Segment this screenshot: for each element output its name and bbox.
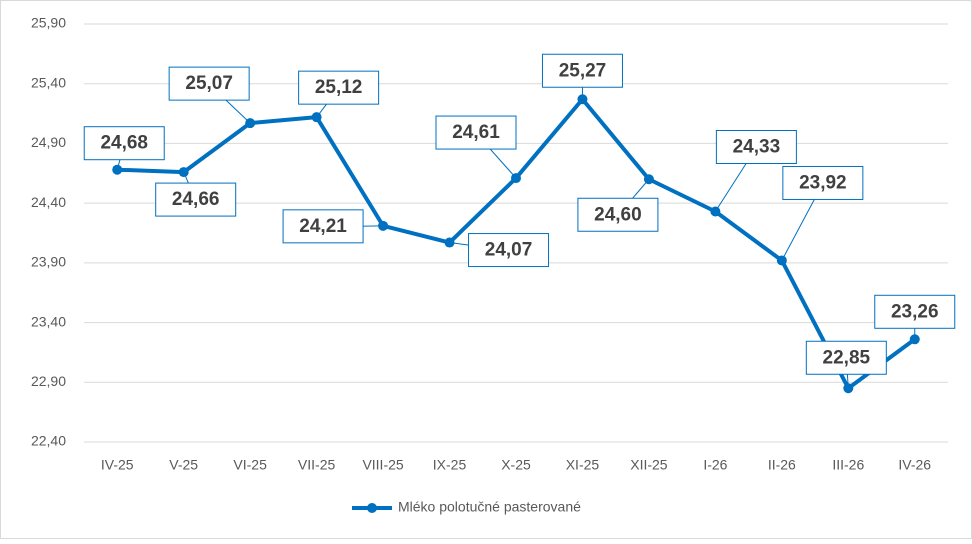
data-label: 25,07 bbox=[185, 73, 233, 94]
data-label: 25,12 bbox=[315, 77, 363, 98]
y-tick-label: 24,40 bbox=[31, 194, 66, 210]
data-label: 24,60 bbox=[594, 204, 642, 225]
x-tick-label: II-26 bbox=[768, 457, 796, 473]
y-tick-label: 25,40 bbox=[31, 74, 66, 90]
label-box bbox=[541, 53, 623, 88]
y-tick-label: 22,40 bbox=[31, 433, 66, 449]
data-label: 24,21 bbox=[299, 216, 347, 237]
x-tick-label: III-26 bbox=[832, 457, 864, 473]
label-box bbox=[435, 115, 517, 150]
data-label: 24,07 bbox=[485, 240, 533, 261]
x-tick-label: IV-26 bbox=[898, 457, 931, 473]
y-tick-label: 23,40 bbox=[31, 313, 66, 329]
x-tick-label: XII-25 bbox=[630, 457, 668, 473]
label-box bbox=[577, 197, 659, 232]
x-tick-label: VIII-25 bbox=[362, 457, 403, 473]
label-box bbox=[83, 126, 165, 161]
y-tick-label: 23,90 bbox=[31, 254, 66, 270]
label-box bbox=[282, 209, 364, 244]
data-label: 24,61 bbox=[452, 122, 500, 143]
legend-marker bbox=[367, 503, 377, 513]
data-label: 24,33 bbox=[733, 137, 781, 158]
x-tick-label: I-26 bbox=[703, 457, 727, 473]
label-box bbox=[874, 294, 956, 329]
data-label: 23,26 bbox=[891, 301, 939, 322]
data-label: 24,68 bbox=[100, 133, 148, 154]
label-box bbox=[468, 233, 550, 268]
label-box bbox=[298, 70, 380, 105]
label-box bbox=[782, 165, 864, 200]
x-tick-label: VII-25 bbox=[298, 457, 336, 473]
data-label: 24,66 bbox=[172, 189, 220, 210]
legend-label: Mléko polotučné pasterované bbox=[398, 499, 581, 515]
data-label: 22,85 bbox=[823, 347, 871, 368]
x-tick-label: VI-25 bbox=[233, 457, 267, 473]
y-tick-label: 22,90 bbox=[31, 373, 66, 389]
label-box bbox=[155, 182, 237, 217]
label-box bbox=[805, 340, 887, 375]
x-tick-label: IV-25 bbox=[101, 457, 134, 473]
y-tick-label: 24,90 bbox=[31, 134, 66, 150]
x-tick-label: V-25 bbox=[169, 457, 198, 473]
x-tick-label: X-25 bbox=[501, 457, 531, 473]
x-tick-label: IX-25 bbox=[433, 457, 467, 473]
y-tick-label: 25,90 bbox=[31, 15, 66, 31]
data-label: 25,27 bbox=[559, 60, 607, 81]
x-tick-label: XI-25 bbox=[566, 457, 600, 473]
label-box bbox=[168, 66, 250, 101]
label-box bbox=[715, 130, 797, 165]
data-label: 23,92 bbox=[799, 172, 847, 193]
